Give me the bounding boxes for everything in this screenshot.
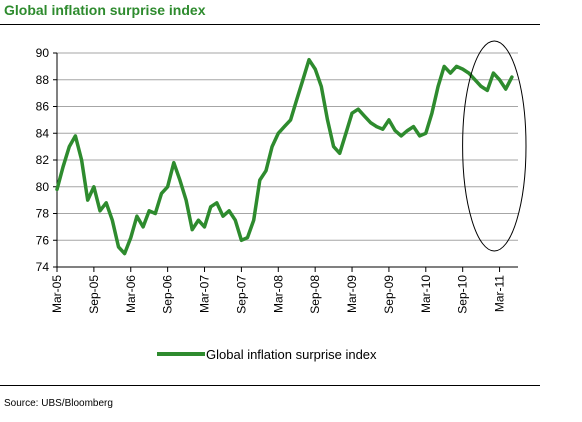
x-tick-label: Sep-05 xyxy=(87,275,101,314)
source-note: Source: UBS/Bloomberg xyxy=(4,398,113,409)
x-axis-ticks: Mar-05 Sep-05 Mar-06 Sep-06 Mar-07 Sep-07 Mar-… xyxy=(50,267,507,314)
x-tick-label: Mar-08 xyxy=(271,275,285,313)
y-tick-label: 82 xyxy=(36,153,50,167)
x-tick-label: Sep-08 xyxy=(308,275,322,314)
y-tick-label: 78 xyxy=(36,207,50,221)
y-tick-label: 86 xyxy=(36,100,50,114)
x-tick-label: Mar-06 xyxy=(124,275,138,313)
highlight-ellipse xyxy=(462,40,527,252)
legend-label: Global inflation surprise index xyxy=(206,347,377,362)
y-tick-label: 74 xyxy=(36,260,50,274)
series-group xyxy=(55,57,514,256)
x-tick-label: Sep-09 xyxy=(382,275,396,314)
y-tick-label: 80 xyxy=(36,180,50,194)
y-axis-ticks: 74 76 78 80 82 84 86 88 90 xyxy=(36,46,57,274)
bottom-rule xyxy=(0,385,540,386)
axes xyxy=(56,53,518,268)
x-tick-label: Sep-10 xyxy=(456,275,470,314)
chart-title: Global inflation surprise index xyxy=(4,2,206,18)
x-tick-label: Mar-10 xyxy=(419,275,433,313)
legend: Global inflation surprise index xyxy=(157,347,377,362)
series-line xyxy=(55,57,514,256)
y-tick-label: 88 xyxy=(36,73,50,87)
y-tick-label: 84 xyxy=(36,126,50,140)
x-tick-label: Mar-11 xyxy=(493,275,507,312)
y-tick-label: 76 xyxy=(36,233,50,247)
x-tick-label: Mar-07 xyxy=(198,275,212,313)
x-tick-label: Mar-05 xyxy=(50,275,64,313)
x-tick-label: Sep-07 xyxy=(234,275,248,314)
top-rule xyxy=(0,24,540,25)
y-tick-label: 90 xyxy=(36,46,50,60)
x-tick-label: Sep-06 xyxy=(161,275,175,314)
grid-lines xyxy=(57,52,518,268)
x-tick-label: Mar-09 xyxy=(345,275,359,313)
